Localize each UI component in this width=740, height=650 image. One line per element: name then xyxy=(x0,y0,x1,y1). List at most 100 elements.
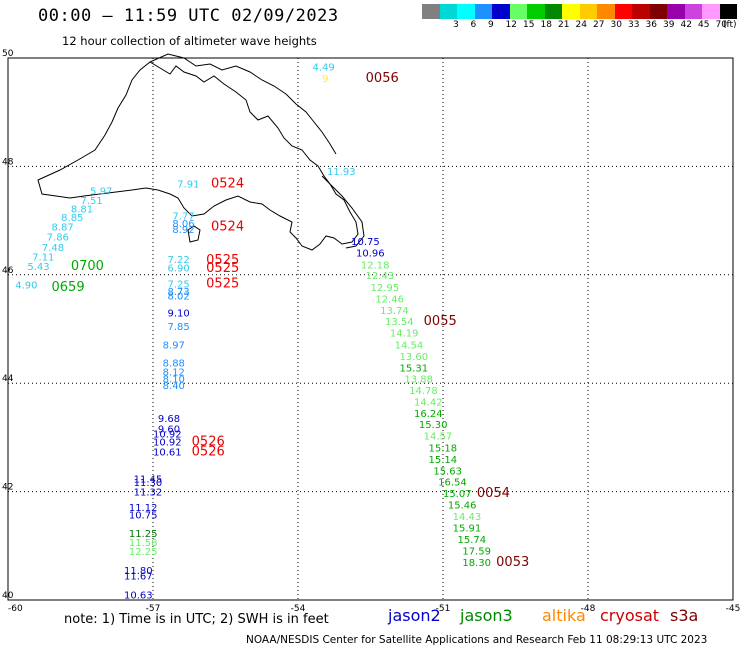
wave-height-label: 9.60 xyxy=(158,425,180,436)
page-subtitle: 12 hour collection of altimeter wave hei… xyxy=(62,34,317,48)
wave-height-label: 7.91 xyxy=(177,180,199,191)
wave-height-label: 14.54 xyxy=(395,341,424,352)
colorbar-tick-label: 12 xyxy=(505,20,517,30)
island-outline xyxy=(187,225,201,243)
pass-time-label: 0056 xyxy=(366,71,399,86)
wave-height-label: 12.95 xyxy=(371,283,400,294)
wave-height-label: 7.86 xyxy=(47,233,69,244)
page-title: 00:00 – 11:59 UTC 02/09/2023 xyxy=(38,6,339,26)
colorbar-tick-label: 30 xyxy=(610,20,622,30)
wave-height-label: 8.02 xyxy=(168,292,190,303)
wave-height-label: 7.48 xyxy=(42,243,64,254)
wave-height-label: 11.58 xyxy=(129,538,158,549)
colorbar-swatch xyxy=(719,4,737,19)
wave-height-label: 5.97 xyxy=(90,187,112,198)
colorbar-swatch xyxy=(509,4,527,19)
colorbar-swatch xyxy=(474,4,492,19)
colorbar-tick-label: 27 xyxy=(593,20,605,30)
latitude-tick-label: 40 xyxy=(2,591,14,601)
wave-height-label: 11.45 xyxy=(134,474,163,485)
colorbar-tick-label: 9 xyxy=(488,20,494,30)
latitude-tick-label: 50 xyxy=(2,49,14,59)
colorbar-legend: 3 6 9 12 15 18 21 24 27 30 33 36 39 42 45 70 (ft) xyxy=(422,4,740,33)
wave-height-label: 15.18 xyxy=(429,443,458,454)
pass-time-label: 0054 xyxy=(477,486,510,501)
colorbar-tick-label: 39 xyxy=(663,20,675,30)
wave-height-label: 12.25 xyxy=(129,547,158,558)
wave-height-label: 9.68 xyxy=(158,414,180,425)
map-frame xyxy=(7,57,734,601)
wave-height-label: 8.92 xyxy=(172,225,194,236)
wave-height-label: 11.93 xyxy=(327,167,356,178)
map-note: note: 1) Time is in UTC; 2) SWH is in fe… xyxy=(64,612,329,627)
wave-height-label: 8.88 xyxy=(163,358,185,369)
wave-height-label: 7.25 xyxy=(168,279,190,290)
colorbar-swatch xyxy=(614,4,632,19)
colorbar-swatch xyxy=(597,4,615,19)
wave-height-label: 15.07 xyxy=(443,489,472,500)
wave-height-label: 14.57 xyxy=(424,432,453,443)
colorbar-swatch xyxy=(684,4,702,19)
pass-time-label: 0053 xyxy=(496,555,529,570)
longitude-tick-label: -48 xyxy=(581,604,596,614)
pass-time-label: 0525 xyxy=(206,261,239,276)
colorbar-tick-label: 70 xyxy=(715,20,727,30)
wave-height-label: 17.59 xyxy=(462,546,491,557)
colorbar-swatch xyxy=(422,4,440,19)
pass-time-label: 0525 xyxy=(206,253,239,268)
labrador-coast xyxy=(149,53,337,155)
legend-item-altika: altika xyxy=(542,606,586,625)
wave-height-label: 8.81 xyxy=(71,204,93,215)
wave-height-label: 11.67 xyxy=(124,571,153,582)
wave-height-label: 10.96 xyxy=(356,248,385,259)
wave-height-label: 6.90 xyxy=(168,264,190,275)
longitude-tick-label: -60 xyxy=(8,604,23,614)
pass-time-label: 0700 xyxy=(71,259,104,274)
wave-height-label: 12.46 xyxy=(375,294,404,305)
legend-item-cryosat: cryosat xyxy=(600,606,660,625)
wave-height-label: 10.75 xyxy=(129,511,158,522)
colorbar-tick-label: 18 xyxy=(540,20,552,30)
longitude-tick-label: -45 xyxy=(726,604,740,614)
colorbar-swatch xyxy=(649,4,667,19)
wave-height-label: 8.87 xyxy=(52,222,74,233)
wave-height-label: 7.85 xyxy=(168,322,190,333)
colorbar-unit-label: (ft) xyxy=(723,20,737,30)
wave-height-label: 11.32 xyxy=(134,487,163,498)
latitude-tick-label: 42 xyxy=(2,483,13,493)
legend-item-jason3: jason3 xyxy=(460,606,513,625)
wave-height-label: 13.60 xyxy=(400,352,429,363)
pass-time-label: 0524 xyxy=(211,177,244,192)
wave-height-label: 15.74 xyxy=(458,535,487,546)
wave-height-label: 8.97 xyxy=(163,341,185,352)
wave-height-label: 18.30 xyxy=(462,558,491,569)
wave-height-label: 15.30 xyxy=(419,420,448,431)
wave-height-label: 7.51 xyxy=(81,196,103,207)
wave-height-label: 9 xyxy=(322,74,328,85)
wave-height-label: 4.49 xyxy=(313,62,335,73)
wave-height-label: 8.85 xyxy=(61,213,83,224)
pass-time-label: 0524 xyxy=(211,219,244,234)
colorbar-swatch xyxy=(579,4,597,19)
wave-height-label: 7.11 xyxy=(32,253,54,264)
colorbar-swatch xyxy=(527,4,545,19)
wave-height-label: 14.43 xyxy=(453,512,482,523)
longitude-tick-label: -57 xyxy=(146,604,161,614)
colorbar-swatch xyxy=(702,4,720,19)
colorbar-swatch xyxy=(492,4,510,19)
colorbar-swatch xyxy=(632,4,650,19)
wave-height-label: 11.30 xyxy=(134,478,163,489)
wave-height-label: 15.63 xyxy=(433,466,462,477)
colorbar-tick-label: 42 xyxy=(680,20,692,30)
wave-height-label: 11.12 xyxy=(129,503,158,514)
wave-height-label: 10.63 xyxy=(124,590,153,601)
wave-height-label: 14.78 xyxy=(409,386,438,397)
colorbar-labels: 3 6 9 12 15 18 21 24 27 30 33 36 39 42 45 70 (ft) xyxy=(422,19,740,33)
legend-item-s3a: s3a xyxy=(670,606,699,625)
colorbar-swatch xyxy=(457,4,475,19)
wave-height-labels: 4.499 0056 5.977.518.818.858.877.867.487.1… xyxy=(15,62,529,601)
colorbar-swatch xyxy=(544,4,562,19)
wave-height-label: 16.54 xyxy=(438,478,467,489)
wave-height-label: 12.18 xyxy=(361,260,390,271)
